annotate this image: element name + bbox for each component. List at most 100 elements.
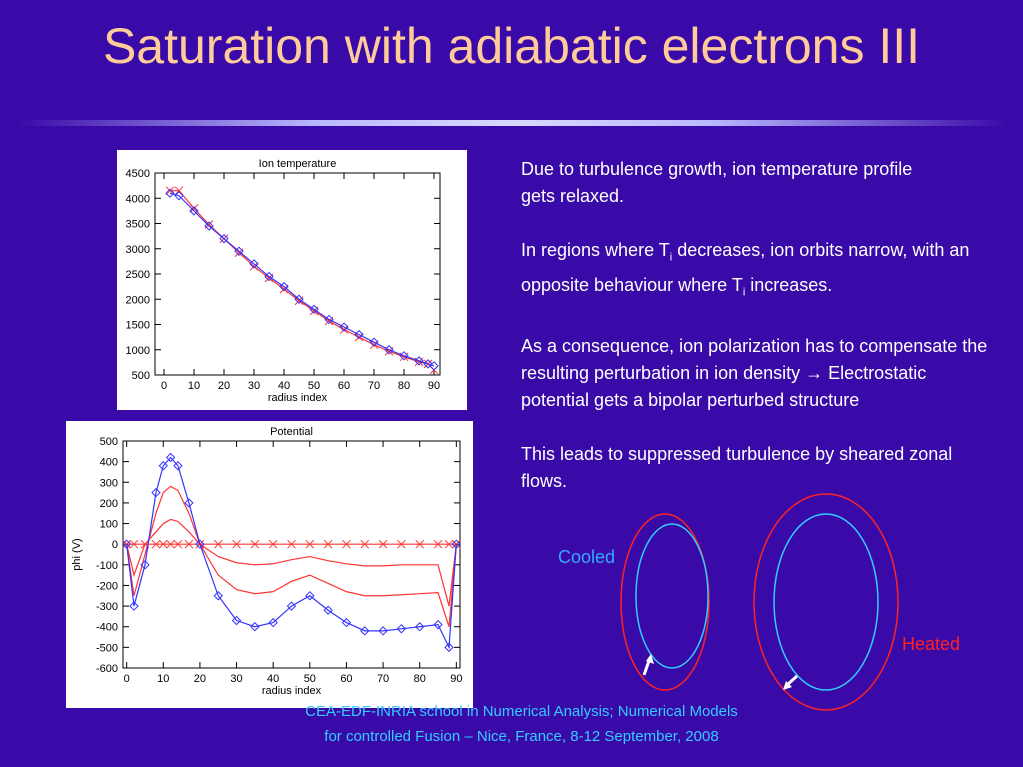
x-tick-label: 50: [304, 673, 316, 685]
marker: [173, 539, 183, 549]
marker: [309, 304, 319, 315]
chart-title: Ion temperature: [259, 158, 337, 170]
marker: [360, 626, 370, 636]
marker: [305, 591, 315, 601]
marker: [360, 539, 370, 549]
marker: [184, 498, 194, 508]
y-tick-label: 500: [132, 370, 150, 382]
marker: [234, 246, 244, 256]
marker: [158, 461, 169, 471]
marker: [121, 539, 132, 549]
inner-ellipse: [773, 513, 879, 691]
inner-ellipse: [635, 523, 709, 669]
x-tick-label: 20: [194, 673, 206, 685]
marker: [140, 560, 150, 570]
y-tick-label: -300: [96, 601, 118, 613]
y-tick-label: 400: [100, 457, 118, 469]
text: decreases, ion orbits narrow, with an op…: [521, 240, 970, 295]
marker: [399, 351, 409, 361]
y-tick-label: 3500: [126, 219, 150, 231]
x-tick-label: 80: [398, 380, 410, 392]
slide-title: Saturation with adiabatic electrons III: [102, 18, 921, 74]
marker: [339, 322, 349, 332]
chart: 0 10 20 30 40 50 60 70 80 90 -600 -500 -400 -300 -200 -…: [66, 421, 473, 708]
x-tick-label: 70: [377, 673, 389, 685]
marker: [354, 332, 364, 342]
marker: [189, 206, 199, 216]
x-tick-label: 60: [338, 380, 350, 392]
marker: [151, 539, 161, 549]
marker: [249, 262, 259, 271]
chart: 0 10 20 30 40 50 60 70 80 90 500 1000 1500 2000 2500 30…: [117, 150, 467, 410]
subscript: i: [742, 286, 746, 299]
marker: [286, 601, 297, 611]
arrow-head: [783, 681, 792, 690]
heated-label: Heated: [902, 634, 960, 654]
marker: [324, 314, 334, 325]
marker: [444, 539, 454, 549]
marker: [433, 619, 443, 630]
marker: [174, 186, 184, 196]
text: gets relaxed.: [521, 186, 625, 206]
marker: [287, 539, 296, 549]
y-tick-label: 100: [100, 519, 118, 531]
outer-ellipse: [753, 493, 899, 711]
marker: [232, 539, 241, 549]
marker: [173, 461, 183, 471]
marker: [414, 622, 425, 632]
y-axis-label: phi (V): [71, 538, 83, 570]
y-tick-label: 3000: [126, 244, 150, 256]
marker: [429, 361, 439, 371]
marker: [174, 191, 184, 201]
y-tick-label: 2500: [126, 269, 150, 281]
marker: [354, 329, 364, 340]
marker: [341, 617, 352, 628]
x-tick-label: 30: [248, 380, 260, 392]
marker: [305, 539, 315, 549]
x-tick-label: 10: [188, 380, 200, 392]
marker: [415, 539, 425, 549]
y-tick-label: 1500: [126, 320, 150, 332]
marker: [433, 539, 443, 549]
marker: [204, 221, 214, 231]
paragraph: Due to turbulence growth, ion temperatur…: [521, 156, 991, 210]
y-tick-label: 200: [100, 498, 118, 510]
marker: [339, 325, 349, 334]
marker: [166, 539, 175, 549]
plot-frame: [122, 440, 461, 669]
x-tick-label: 90: [428, 380, 440, 392]
marker: [165, 452, 176, 463]
x-tick-label: 80: [414, 673, 426, 685]
marker: [250, 622, 260, 632]
body-text: Due to turbulence growth, ion temperatur…: [521, 156, 991, 522]
marker: [249, 259, 259, 269]
x-axis-label: radius index: [262, 685, 322, 697]
marker: [396, 624, 407, 634]
text: increases.: [745, 274, 833, 295]
marker: [384, 345, 394, 355]
x-tick-label: 40: [278, 380, 290, 392]
y-tick-label: -600: [96, 663, 118, 675]
x-tick-label: 50: [308, 380, 320, 392]
x-tick-label: 30: [230, 673, 242, 685]
text: In regions where T: [521, 240, 670, 260]
y-tick-label: -100: [96, 560, 118, 572]
y-tick-label: 4000: [126, 193, 150, 205]
text: Due to turbulence growth, ion temperatur…: [521, 159, 913, 179]
x-tick-label: 70: [368, 380, 380, 392]
marker: [219, 233, 229, 244]
marker: [369, 337, 379, 347]
marker: [451, 539, 462, 549]
cooled-label: Cooled: [558, 547, 615, 567]
paragraph: As a consequence, ion polarization has t…: [521, 336, 988, 411]
y-tick-label: 300: [100, 477, 118, 489]
arrow-head: [646, 654, 654, 664]
y-tick-label: 2000: [126, 294, 150, 306]
marker: [268, 617, 278, 628]
chart-panel: [117, 150, 467, 410]
series-line: [126, 485, 457, 627]
y-tick-label: -500: [96, 642, 118, 654]
marker: [414, 356, 424, 366]
marker: [129, 539, 139, 549]
